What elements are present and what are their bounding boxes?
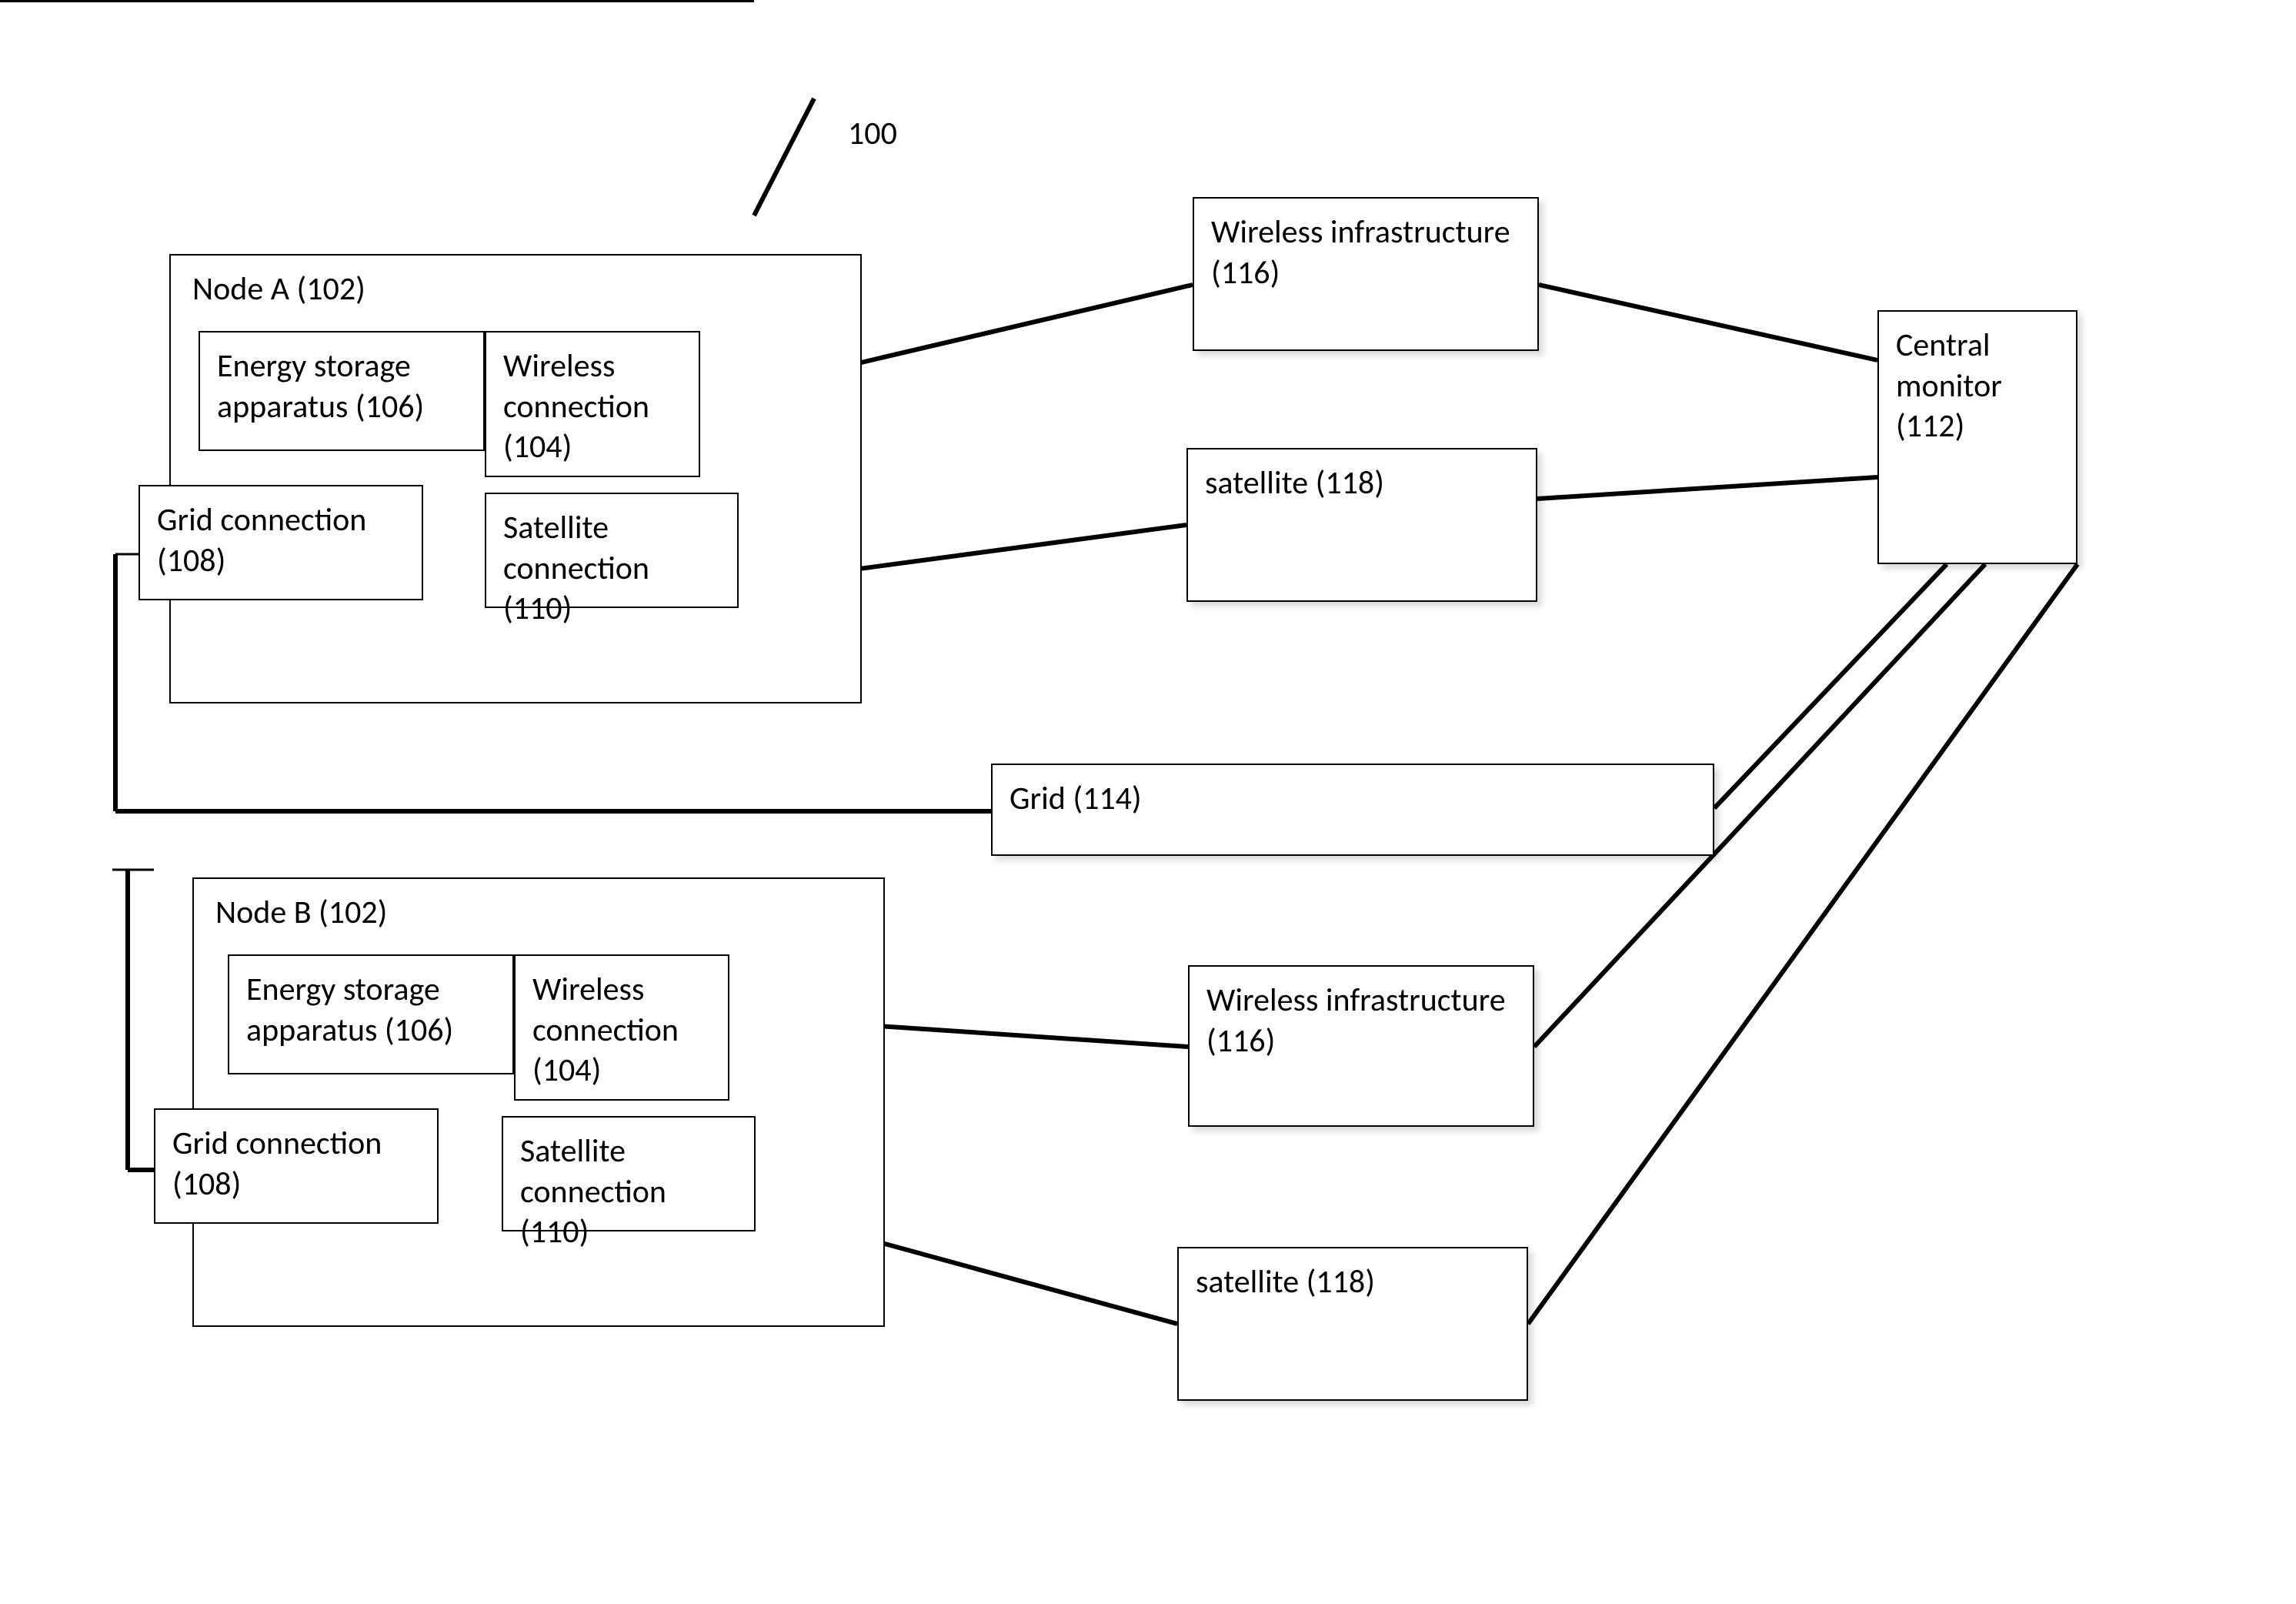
node-b-title: Node B (102) xyxy=(215,893,387,934)
node-b-grid-connection: Grid connection (108) xyxy=(154,1108,439,1224)
edge-satellite-top-to-central xyxy=(1537,477,1877,499)
wireless-infrastructure-bottom: Wireless infrastructure (116) xyxy=(1188,965,1534,1127)
satellite-top: satellite (118) xyxy=(1186,448,1537,602)
node-b-container xyxy=(192,877,885,1327)
node-b-energy-storage: Energy storage apparatus (106) xyxy=(228,954,514,1074)
node-a-container xyxy=(169,254,862,703)
edge-infra-top-to-central xyxy=(1539,285,1877,360)
node-b-satellite-connection: Satellite connection (110) xyxy=(502,1116,756,1231)
diagram-canvas: 100 Node A (102) Energy storage apparatu… xyxy=(0,0,2296,1604)
wireless-infrastructure-top: Wireless infrastructure (116) xyxy=(1193,197,1539,351)
node-b-wireless-connection: Wireless connection (104) xyxy=(514,954,729,1101)
node-a-grid-connection: Grid connection (108) xyxy=(138,485,423,600)
satellite-bottom: satellite (118) xyxy=(1177,1247,1528,1401)
edge-grid-box-to-central xyxy=(1714,564,1947,808)
node-a-satellite-connection: Satellite connection (110) xyxy=(485,493,739,608)
central-monitor: Central monitor (112) xyxy=(1877,310,2077,564)
edge-satellite-bot-to-central xyxy=(1528,564,2077,1324)
reference-number-label: 100 xyxy=(848,114,897,155)
grid-box: Grid (114) xyxy=(991,764,1714,856)
node-a-energy-storage: Energy storage apparatus (106) xyxy=(199,331,485,451)
node-a-wireless-connection: Wireless connection (104) xyxy=(485,331,700,477)
node-a-title: Node A (102) xyxy=(192,269,365,310)
